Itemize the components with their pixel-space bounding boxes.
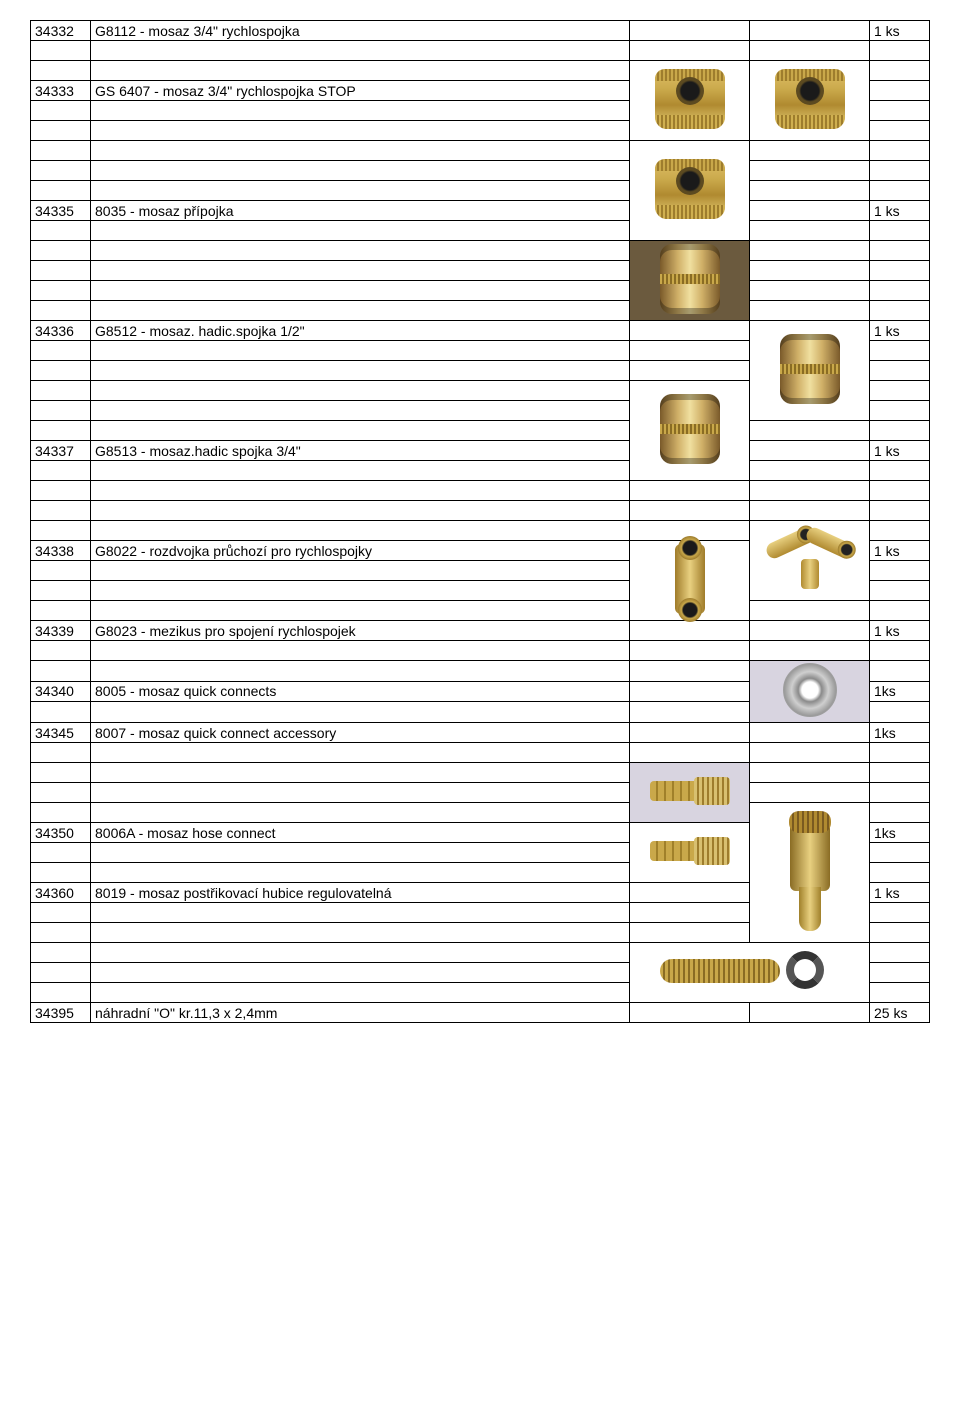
desc-cell: 8035 - mosaz přípojka — [91, 201, 630, 221]
qty-cell: 1ks — [870, 723, 930, 743]
qty-cell: 25 ks — [870, 1003, 930, 1023]
qty-cell: 1 ks — [870, 621, 930, 641]
qty-cell: 1 ks — [870, 21, 930, 41]
code-cell: 34345 — [31, 723, 91, 743]
desc-cell: 8005 - mosaz quick connects — [91, 681, 630, 702]
desc-cell: 8019 - mosaz postřikovací hubice regulov… — [91, 883, 630, 903]
desc-cell: náhradní "O" kr.11,3 x 2,4mm — [91, 1003, 630, 1023]
product-image — [750, 321, 870, 421]
product-image — [630, 381, 750, 481]
code-cell: 34340 — [31, 681, 91, 702]
desc-cell: GS 6407 - mosaz 3/4" rychlospojka STOP — [91, 81, 630, 101]
product-image — [750, 61, 870, 141]
code-cell: 34360 — [31, 883, 91, 903]
product-image — [750, 521, 870, 601]
product-image — [630, 61, 750, 141]
qty-cell: 1ks — [870, 823, 930, 843]
desc-cell: G8512 - mosaz. hadic.spojka 1/2" — [91, 321, 630, 341]
code-cell: 34350 — [31, 823, 91, 843]
qty-cell: 1 ks — [870, 201, 930, 221]
product-image — [750, 661, 870, 723]
desc-cell: G8022 - rozdvojka průchozí pro rychlospo… — [91, 541, 630, 561]
code-cell: 34337 — [31, 441, 91, 461]
desc-cell: 8007 - mosaz quick connect accessory — [91, 723, 630, 743]
product-image — [630, 763, 750, 823]
product-image — [630, 141, 750, 241]
product-image — [630, 541, 750, 621]
product-image — [630, 943, 870, 1003]
code-cell: 34335 — [31, 201, 91, 221]
qty-cell: 1 ks — [870, 321, 930, 341]
qty-cell: 1 ks — [870, 883, 930, 903]
desc-cell: G8513 - mosaz.hadic spojka 3/4" — [91, 441, 630, 461]
desc-cell: G8023 - mezikus pro spojení rychlospojek — [91, 621, 630, 641]
products-table: 34332 G8112 - mosaz 3/4" rychlospojka 1 … — [30, 20, 930, 1023]
product-image — [630, 823, 750, 883]
code-cell: 34338 — [31, 541, 91, 561]
code-cell: 34339 — [31, 621, 91, 641]
code-cell: 34333 — [31, 81, 91, 101]
product-image — [750, 803, 870, 943]
desc-cell: 8006A - mosaz hose connect — [91, 823, 630, 843]
code-cell: 34332 — [31, 21, 91, 41]
desc-cell: G8112 - mosaz 3/4" rychlospojka — [91, 21, 630, 41]
code-cell: 34336 — [31, 321, 91, 341]
qty-cell: 1ks — [870, 681, 930, 702]
qty-cell: 1 ks — [870, 541, 930, 561]
product-image — [630, 241, 750, 321]
code-cell: 34395 — [31, 1003, 91, 1023]
qty-cell: 1 ks — [870, 441, 930, 461]
